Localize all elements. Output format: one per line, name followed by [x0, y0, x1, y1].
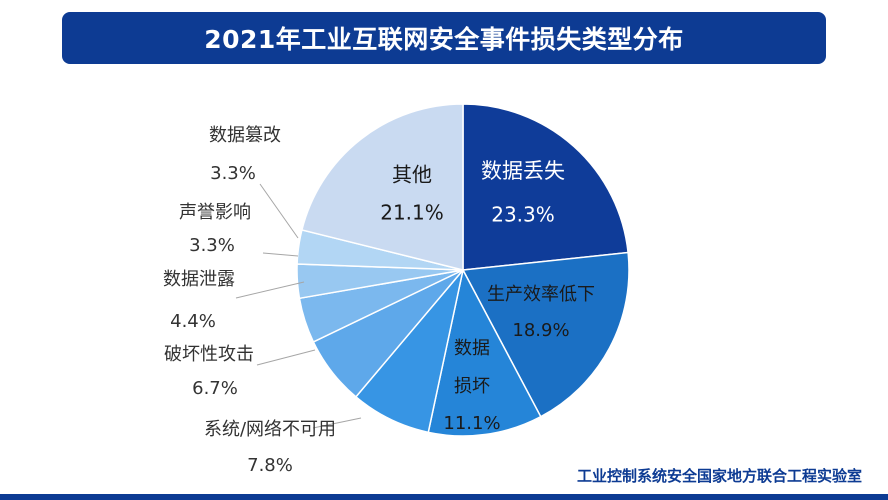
pie-slice — [427, 267, 542, 437]
leader-line — [262, 252, 299, 257]
leader-line — [235, 281, 305, 299]
pie-slices — [296, 103, 630, 437]
slice-value-label: 7.8% — [247, 455, 293, 476]
slice-name-label: 数据 — [454, 338, 490, 359]
leader-line — [312, 417, 362, 429]
slice-name-label: 数据泄露 — [163, 269, 235, 290]
slice-name-label: 数据丢失 — [481, 159, 565, 183]
slice-name-label: 声誉影响 — [179, 202, 251, 223]
slice-value-label: 6.7% — [192, 378, 238, 399]
pie-slice — [462, 103, 629, 271]
chart-title-bar: 2021年工业互联网安全事件损失类型分布 — [62, 12, 826, 64]
chart-title: 2021年工业互联网安全事件损失类型分布 — [204, 25, 684, 54]
slice-name-label: 损坏 — [454, 376, 490, 397]
leader-line — [259, 183, 299, 239]
slice-value-label: 3.3% — [210, 163, 256, 184]
slice-name-label: 数据篡改 — [209, 124, 281, 146]
bottom-rule — [0, 494, 888, 500]
footer-source: 工业控制系统安全国家地方联合工程实验室 — [576, 467, 862, 485]
pie-slice — [461, 251, 630, 418]
slice-name-label: 生产效率低下 — [487, 284, 595, 305]
slice-value-label: 3.3% — [189, 235, 235, 256]
slice-value-label: 4.4% — [170, 311, 216, 332]
slice-value-label: 21.1% — [380, 201, 444, 225]
slice-value-label: 11.1% — [443, 413, 500, 434]
pie-slice — [301, 103, 464, 271]
slice-name-label: 系统/网络不可用 — [204, 419, 336, 440]
slice-value-label: 18.9% — [512, 320, 569, 341]
slice-name-label: 其他 — [392, 163, 432, 187]
slice-value-label: 23.3% — [491, 203, 555, 227]
slice-name-label: 破坏性攻击 — [164, 344, 254, 365]
leader-line — [256, 349, 316, 366]
